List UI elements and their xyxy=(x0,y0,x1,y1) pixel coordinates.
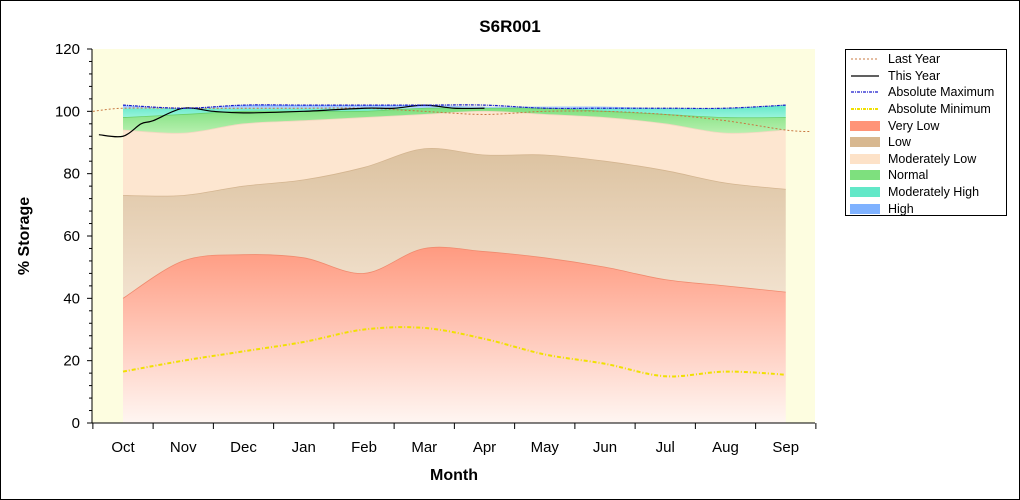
y-tick-label-40: 40 xyxy=(63,290,80,307)
legend-label-this-year: This Year xyxy=(888,68,941,83)
y-tick-label-0: 0 xyxy=(72,415,80,432)
x-tick-label-nov: Nov xyxy=(170,439,197,456)
legend-swatch-high xyxy=(850,203,880,214)
band-very-low xyxy=(123,247,786,423)
legend-swatch-absolute-maximum xyxy=(851,91,879,94)
legend-label-last-year: Last Year xyxy=(888,52,941,67)
band-moderately-high xyxy=(123,105,786,118)
legend-swatch-very-low xyxy=(850,120,880,131)
legend-item-moderately-low: Moderately Low xyxy=(846,151,1006,168)
legend-item-low: Low xyxy=(846,134,1006,151)
legend-swatch-normal xyxy=(850,170,880,181)
legend-label-very-low: Very Low xyxy=(888,118,940,133)
y-tick-label-20: 20 xyxy=(63,353,80,370)
legend-swatch-this-year xyxy=(851,75,879,77)
x-tick-label-apr: Apr xyxy=(473,439,496,456)
x-tick-label-mar: Mar xyxy=(411,439,437,456)
legend-swatch-moderately-low xyxy=(850,153,880,164)
x-tick-label-jan: Jan xyxy=(292,439,316,456)
legend-item-normal: Normal xyxy=(846,167,1006,184)
legend-label-moderately-high: Moderately High xyxy=(888,185,980,200)
y-tick-label-120: 120 xyxy=(55,41,80,58)
legend-label-normal: Normal xyxy=(888,168,929,183)
legend-item-high: High xyxy=(846,200,1006,217)
series-line-absolute-maximum xyxy=(122,104,786,110)
x-tick-label-oct: Oct xyxy=(111,439,135,456)
legend-label-absolute-maximum: Absolute Maximum xyxy=(888,85,995,100)
x-tick-label-aug: Aug xyxy=(712,439,739,456)
legend-item-absolute-minimum: Absolute Minimum xyxy=(846,101,1006,118)
x-tick-label-jul: Jul xyxy=(656,439,675,456)
legend-swatch-last-year xyxy=(851,58,879,60)
band-high xyxy=(123,104,786,109)
x-axis-label: Month xyxy=(430,467,478,484)
y-tick-label-100: 100 xyxy=(55,103,80,120)
legend-item-moderately-high: Moderately High xyxy=(846,184,1006,201)
y-axis-label: % Storage xyxy=(16,197,33,275)
legend-label-absolute-minimum: Absolute Minimum xyxy=(888,102,991,117)
band-normal xyxy=(123,107,786,134)
legend-item-absolute-maximum: Absolute Maximum xyxy=(846,84,1006,101)
legend-swatch-moderately-high xyxy=(850,187,880,198)
legend-swatch-absolute-minimum xyxy=(851,108,879,111)
y-tick-label-60: 60 xyxy=(63,228,80,245)
x-tick-label-may: May xyxy=(531,439,560,456)
x-tick-label-jun: Jun xyxy=(593,439,617,456)
legend-item-this-year: This Year xyxy=(846,68,1006,85)
legend-item-last-year: Last Year xyxy=(846,51,1006,68)
band-edge-low xyxy=(122,147,786,197)
legend-label-moderately-low: Moderately Low xyxy=(888,151,977,166)
band-low xyxy=(123,148,786,299)
band-edge-very-low xyxy=(122,246,786,299)
x-tick-label-sep: Sep xyxy=(772,439,799,456)
chart-title: S6R001 xyxy=(479,17,540,36)
series-line-last-year xyxy=(92,107,810,133)
y-tick-label-80: 80 xyxy=(63,166,80,183)
legend-label-high: High xyxy=(888,201,914,216)
legend-swatch-low xyxy=(850,137,880,148)
legend-item-very-low: Very Low xyxy=(846,117,1006,134)
legend: Last Year This Year Absolute Maximum Abs… xyxy=(845,49,1007,216)
series-line-absolute-minimum xyxy=(122,326,786,378)
band-edge-moderately-low xyxy=(122,110,786,134)
band-moderately-low xyxy=(123,111,786,197)
x-tick-label-feb: Feb xyxy=(351,439,377,456)
x-tick-label-dec: Dec xyxy=(230,439,257,456)
legend-label-low: Low xyxy=(888,135,911,150)
